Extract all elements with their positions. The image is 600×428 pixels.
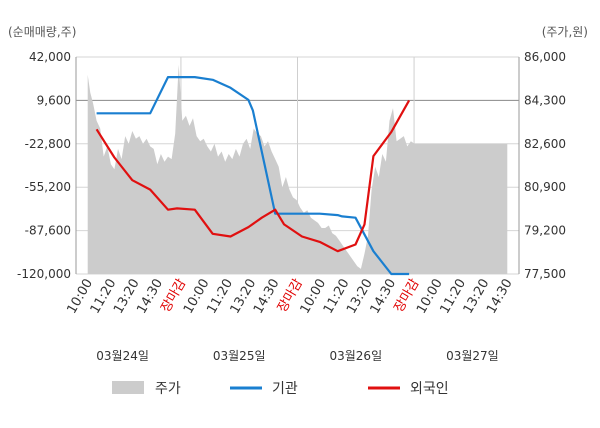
date-label: 03월25일 bbox=[213, 349, 266, 363]
left-tick-label: -120,000 bbox=[17, 267, 71, 281]
right-axis-unit-label: (주가,원) bbox=[542, 25, 588, 39]
right-axis-ticks: 86,000 84,300 82,600 80,900 79,200 77,500 bbox=[524, 50, 566, 281]
date-labels: 03월24일 03월25일 03월26일 03월27일 bbox=[96, 349, 498, 363]
x-axis-ticks: 10:0011:2013:2014:30장마감10:0011:2013:2014… bbox=[64, 276, 515, 316]
price-area bbox=[87, 64, 508, 274]
left-axis-unit-label: (순매매량,주) bbox=[8, 25, 76, 39]
left-tick-label: -22,800 bbox=[25, 137, 71, 151]
series-line-layer bbox=[95, 75, 411, 276]
legend-price-label: 주가 bbox=[155, 381, 181, 397]
date-label: 03월24일 bbox=[96, 349, 149, 363]
left-tick-label: -87,600 bbox=[25, 224, 71, 238]
right-tick-label: 79,200 bbox=[524, 224, 566, 238]
right-tick-label: 77,500 bbox=[524, 267, 566, 281]
right-tick-label: 84,300 bbox=[524, 93, 566, 107]
right-tick-label: 82,600 bbox=[524, 137, 566, 151]
foreign-line bbox=[95, 99, 411, 253]
right-tick-label: 80,900 bbox=[524, 180, 566, 194]
institution-line bbox=[96, 75, 410, 276]
legend-institution-label: 기관 bbox=[272, 381, 298, 397]
right-tick-label: 86,000 bbox=[524, 50, 566, 64]
price-area-layer bbox=[87, 64, 508, 274]
left-tick-label: -55,200 bbox=[25, 180, 71, 194]
legend: 주가 기관 외국인 bbox=[112, 381, 449, 397]
date-label: 03월26일 bbox=[329, 349, 382, 363]
left-tick-label: 42,000 bbox=[29, 50, 71, 64]
legend-price-swatch bbox=[112, 381, 144, 394]
legend-foreign-label: 외국인 bbox=[410, 381, 449, 397]
left-tick-label: 9,600 bbox=[37, 93, 71, 107]
date-label: 03월27일 bbox=[446, 349, 499, 363]
left-axis-ticks: 42,000 9,600 -22,800 -55,200 -87,600 -120,000 bbox=[17, 50, 71, 281]
